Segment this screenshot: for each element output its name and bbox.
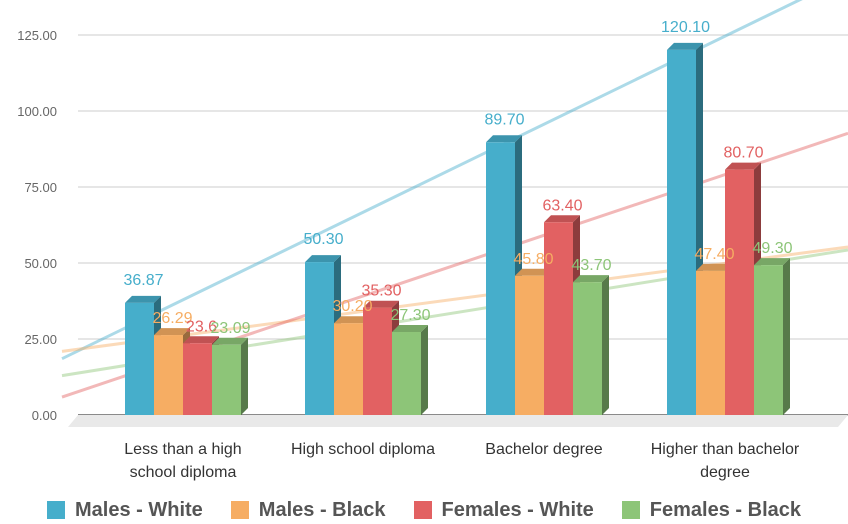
bar-top	[305, 255, 341, 263]
legend-label: Females - White	[441, 498, 594, 521]
bar-front	[154, 335, 183, 415]
legend-label: Males - White	[75, 498, 203, 521]
value-label: 45.80	[513, 251, 553, 268]
x-axis-categories: Less than a high school diploma High schoo…	[124, 441, 800, 481]
category-label: Higher than bachelor degree	[651, 441, 800, 481]
y-tick-label: 0.00	[32, 408, 57, 423]
bar-top	[392, 325, 428, 333]
bar-top	[544, 215, 580, 223]
bar-top	[696, 263, 732, 271]
value-label: 30.20	[332, 298, 372, 315]
value-label: 26.29	[152, 310, 192, 327]
bar-front	[573, 282, 602, 415]
bar-front	[754, 265, 783, 415]
value-label: 80.70	[723, 145, 763, 162]
bar-front	[363, 307, 392, 415]
bar-front	[125, 302, 154, 415]
value-label: 23.09	[210, 320, 250, 337]
bar-side	[421, 325, 428, 415]
bar	[392, 325, 428, 415]
trendline	[61, 0, 803, 361]
value-label: 43.70	[571, 257, 611, 274]
legend-item: Females - Black	[621, 496, 801, 524]
bar-top	[363, 300, 399, 308]
bar	[573, 275, 609, 415]
legend-item: Males - Black	[230, 496, 386, 524]
bar-top	[154, 328, 190, 336]
legend-swatch	[230, 501, 249, 519]
category-label: Less than a high school diploma	[124, 441, 241, 481]
bar-front	[667, 49, 696, 416]
category-label: Bachelor degree	[485, 441, 603, 458]
legend-label: Females - Black	[649, 498, 801, 521]
bar-top	[125, 295, 161, 303]
value-label: 35.30	[361, 283, 401, 300]
bar-front	[544, 222, 573, 415]
bar-front	[392, 332, 421, 415]
bar-side	[783, 258, 790, 415]
bar	[754, 258, 790, 415]
category-label: High school diploma	[291, 441, 435, 458]
legend-swatch	[413, 501, 432, 519]
value-label: 27.30	[390, 307, 430, 324]
chart-floor	[68, 415, 848, 427]
value-label: 63.40	[542, 197, 582, 214]
bar-front	[515, 275, 544, 415]
value-label: 47.40	[694, 246, 734, 263]
bar-front	[725, 169, 754, 415]
bar-top	[486, 135, 522, 143]
y-tick-label: 25.00	[24, 332, 57, 347]
bar-top	[212, 337, 248, 345]
bar	[212, 337, 248, 415]
bars	[125, 42, 790, 416]
legend-item: Females - White	[413, 496, 594, 524]
bar-side	[241, 337, 248, 415]
value-label: 23.6	[186, 318, 217, 335]
bar-front	[696, 270, 725, 415]
bar-top	[183, 336, 219, 344]
bar-top	[334, 316, 370, 324]
value-label: 120.10	[661, 19, 710, 36]
bar-top	[515, 268, 551, 276]
legend-swatch	[621, 501, 640, 519]
y-tick-label: 50.00	[24, 256, 57, 271]
bar-top	[725, 162, 761, 170]
bar-front	[334, 323, 363, 415]
bar-side	[602, 275, 609, 415]
bar-front	[486, 142, 515, 415]
legend-swatch	[47, 501, 65, 519]
value-label: 50.30	[303, 231, 343, 248]
y-tick-label: 100.00	[17, 104, 57, 119]
legend-item: Males - White	[47, 496, 203, 524]
bar-front	[183, 343, 212, 415]
bar-front	[305, 262, 334, 415]
value-label: 89.70	[484, 111, 524, 128]
floor-plane	[68, 415, 848, 427]
y-tick-label: 125.00	[17, 28, 57, 43]
legend-label: Males - Black	[258, 498, 386, 521]
y-tick-label: 75.00	[24, 180, 57, 195]
bar-top	[573, 275, 609, 283]
bar	[486, 135, 522, 415]
bar-top	[754, 258, 790, 266]
value-label: 36.87	[123, 272, 163, 289]
bar-front	[212, 344, 241, 415]
legend: Males - White Males - Black Females - Whit…	[0, 496, 848, 524]
value-label: 49.30	[752, 240, 792, 257]
bar-top	[667, 42, 703, 50]
y-axis-ticks: 0.00 25.00 50.00 75.00 100.00 125.00	[17, 28, 57, 423]
